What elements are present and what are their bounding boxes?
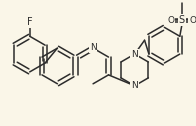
Text: O: O bbox=[167, 16, 174, 25]
Text: S: S bbox=[179, 15, 185, 25]
Text: F: F bbox=[27, 17, 33, 27]
Text: O: O bbox=[189, 16, 196, 25]
Text: N: N bbox=[131, 81, 138, 90]
Text: N: N bbox=[131, 50, 138, 59]
Text: N: N bbox=[90, 43, 96, 52]
